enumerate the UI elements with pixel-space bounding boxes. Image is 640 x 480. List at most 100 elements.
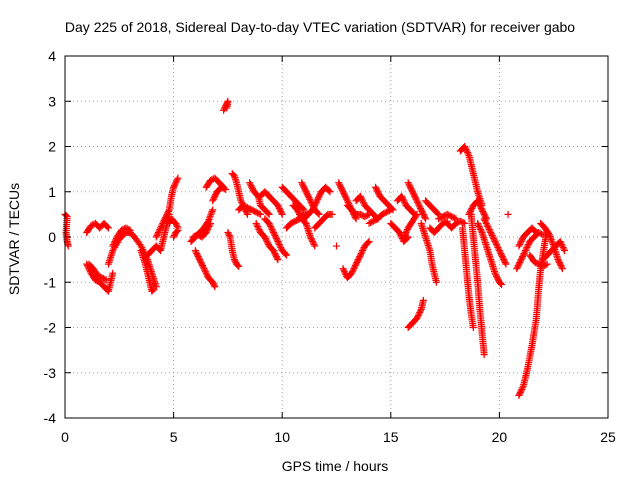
data-point bbox=[399, 195, 407, 203]
y-tick-labels: -4 -3 -2 -1 0 1 2 3 4 bbox=[44, 48, 57, 426]
chart-title: Day 225 of 2018, Sidereal Day-to-day VTE… bbox=[65, 19, 575, 35]
data-point bbox=[261, 233, 269, 241]
data-point bbox=[496, 248, 504, 256]
data-point bbox=[340, 268, 348, 276]
data-point bbox=[372, 183, 380, 191]
data-point bbox=[111, 238, 119, 246]
data-point bbox=[159, 218, 167, 226]
data-point bbox=[416, 203, 424, 211]
data-point bbox=[479, 207, 487, 215]
data-point bbox=[304, 191, 312, 199]
data-point bbox=[340, 191, 348, 199]
data-point bbox=[518, 385, 526, 393]
data-point bbox=[537, 230, 545, 238]
data-point bbox=[270, 248, 278, 256]
plot-frame bbox=[64, 55, 609, 419]
data-point bbox=[461, 143, 469, 150]
data-point bbox=[539, 231, 547, 239]
data-point bbox=[480, 215, 488, 223]
data-point bbox=[518, 236, 526, 244]
data-point bbox=[208, 207, 216, 215]
data-point bbox=[155, 227, 163, 235]
data-point bbox=[309, 206, 317, 214]
x-axis-label: GPS time / hours bbox=[282, 458, 389, 474]
data-point bbox=[156, 225, 164, 233]
data-point bbox=[314, 195, 322, 203]
data-point bbox=[388, 205, 396, 213]
data-point bbox=[209, 195, 217, 203]
data-point bbox=[489, 233, 497, 241]
data-point bbox=[482, 219, 490, 227]
data-point bbox=[477, 203, 485, 211]
data-point bbox=[485, 225, 493, 233]
data-point bbox=[561, 247, 569, 255]
data-point bbox=[272, 233, 280, 241]
data-point bbox=[205, 222, 213, 230]
data-point bbox=[407, 185, 415, 193]
data-point bbox=[556, 238, 564, 246]
data-point bbox=[515, 391, 523, 399]
data-point bbox=[202, 228, 210, 236]
data-point bbox=[126, 226, 134, 234]
data-point bbox=[467, 206, 475, 214]
data-point bbox=[203, 271, 211, 279]
data-point bbox=[524, 242, 532, 250]
data-point bbox=[310, 241, 318, 249]
data-point bbox=[254, 224, 262, 232]
data-point bbox=[112, 236, 120, 244]
data-point bbox=[349, 266, 357, 274]
data-point bbox=[252, 219, 260, 227]
data-point bbox=[501, 259, 509, 267]
data-point bbox=[274, 256, 282, 264]
data-point bbox=[432, 278, 440, 286]
data-point bbox=[479, 209, 487, 217]
data-point bbox=[483, 221, 491, 229]
data-point bbox=[556, 260, 564, 268]
data-point bbox=[548, 239, 556, 247]
data-point bbox=[301, 185, 309, 193]
data-point bbox=[532, 228, 540, 236]
data-point bbox=[103, 223, 111, 231]
data-point bbox=[497, 250, 505, 258]
data-point bbox=[207, 219, 215, 227]
data-point bbox=[498, 253, 506, 261]
data-point bbox=[414, 311, 422, 319]
data-point bbox=[164, 209, 172, 217]
data-point bbox=[543, 260, 551, 268]
data-point bbox=[209, 197, 217, 205]
data-point bbox=[263, 238, 271, 246]
data-point bbox=[486, 227, 494, 235]
data-point bbox=[477, 204, 485, 212]
data-point bbox=[274, 238, 282, 246]
data-point bbox=[358, 248, 366, 256]
data-point bbox=[272, 251, 280, 259]
data-point bbox=[475, 222, 483, 230]
data-point bbox=[196, 257, 204, 265]
data-point bbox=[316, 191, 324, 199]
data-point bbox=[414, 198, 422, 206]
data-point bbox=[517, 387, 525, 395]
data-point bbox=[172, 179, 180, 187]
data-point bbox=[275, 204, 283, 212]
data-point bbox=[273, 236, 281, 244]
data-point bbox=[480, 351, 488, 359]
data-point bbox=[193, 251, 201, 259]
data-point bbox=[406, 183, 414, 191]
data-point bbox=[488, 231, 496, 239]
data-point bbox=[264, 239, 272, 247]
data-point bbox=[353, 257, 361, 265]
data-point bbox=[555, 257, 563, 265]
data-point bbox=[417, 206, 425, 214]
data-point bbox=[211, 192, 219, 200]
data-point bbox=[519, 251, 527, 259]
y-tick-label: 4 bbox=[48, 48, 56, 64]
data-point bbox=[524, 241, 532, 249]
data-point bbox=[170, 231, 178, 239]
data-point bbox=[339, 265, 347, 273]
data-point bbox=[356, 192, 364, 200]
data-point bbox=[545, 231, 553, 239]
data-point bbox=[262, 235, 270, 243]
data-point bbox=[364, 239, 372, 247]
data-point bbox=[474, 219, 482, 227]
data-point bbox=[516, 388, 524, 396]
